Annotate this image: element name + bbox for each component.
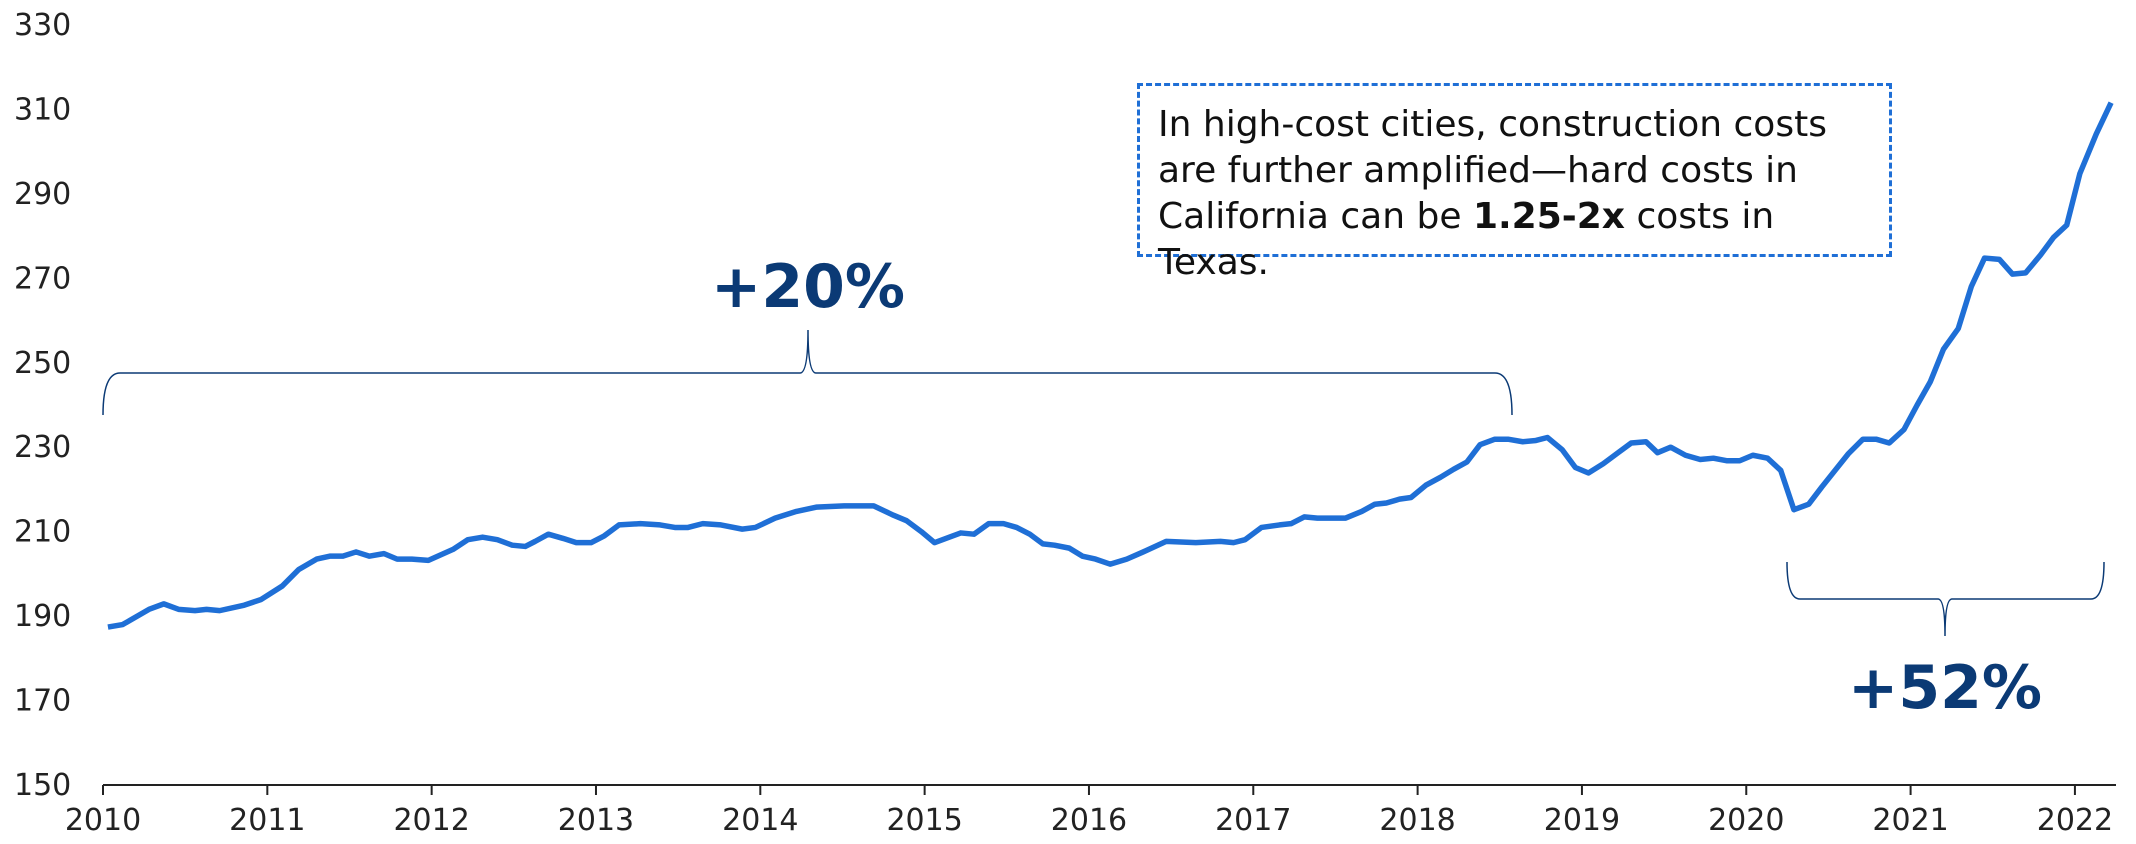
x-tick-label: 2015 bbox=[886, 803, 962, 838]
x-tick-label: 2016 bbox=[1051, 803, 1127, 838]
callout-text: In high-cost cities, construction costs … bbox=[1158, 104, 1827, 237]
annotation: +52% bbox=[1848, 653, 2042, 723]
x-tick-label: 2014 bbox=[722, 803, 798, 838]
x-tick-label: 2020 bbox=[1708, 803, 1784, 838]
callout-bold: 1.25-2x bbox=[1472, 196, 1625, 237]
x-tick-label: 2018 bbox=[1379, 803, 1455, 838]
x-tick-label: 2017 bbox=[1215, 803, 1291, 838]
x-tick-label: 2012 bbox=[393, 803, 469, 838]
brace bbox=[1786, 561, 2105, 637]
y-tick-label: 210 bbox=[14, 515, 71, 550]
callout: In high-cost cities, construction costs … bbox=[1137, 83, 1892, 283]
annotation: +20% bbox=[711, 252, 905, 322]
y-tick-label: 150 bbox=[14, 768, 71, 803]
y-tick-label: 290 bbox=[14, 177, 71, 212]
y-tick-label: 310 bbox=[14, 92, 71, 127]
x-tick-label: 2013 bbox=[558, 803, 634, 838]
x-tick-label: 2011 bbox=[229, 803, 305, 838]
line bbox=[107, 101, 2114, 630]
y-tick-label: 250 bbox=[14, 346, 71, 381]
x-tick-label: 2019 bbox=[1544, 803, 1620, 838]
y-tick-label: 330 bbox=[14, 8, 71, 43]
x-tick-label: 2021 bbox=[1872, 803, 1948, 838]
y-tick-label: 270 bbox=[14, 261, 71, 296]
y-tick-label: 190 bbox=[14, 599, 71, 634]
y-tick-label: 230 bbox=[14, 430, 71, 465]
brace bbox=[102, 329, 1513, 416]
x-tick-label: 2010 bbox=[65, 803, 141, 838]
callout-text: costs in Texas. bbox=[1158, 196, 1775, 283]
y-tick-label: 170 bbox=[14, 684, 71, 719]
x-tick-label: 2022 bbox=[2037, 803, 2113, 838]
